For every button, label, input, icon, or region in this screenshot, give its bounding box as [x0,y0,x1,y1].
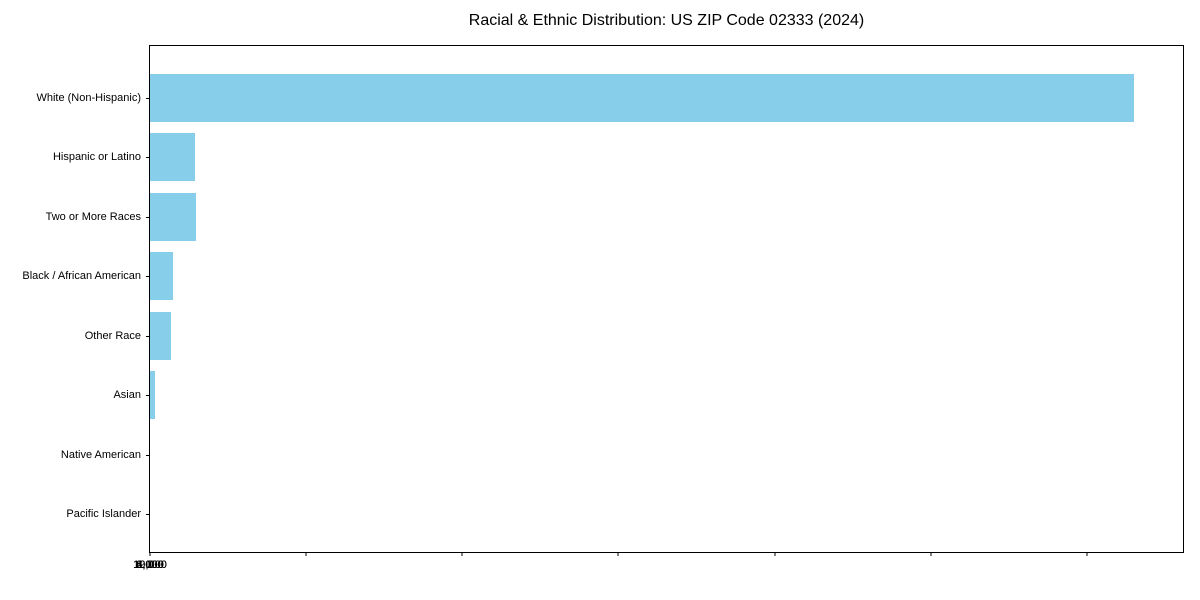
bar-row: Other Race [85,306,1183,366]
bar [150,133,195,182]
bar [150,311,172,360]
y-tick-mark [146,276,150,278]
y-tick-label: Native American [60,448,141,461]
y-tick-label: Hispanic or Latino [52,151,141,164]
y-tick-mark [146,454,150,456]
bar-row: Black / African American [22,247,1183,307]
y-tick-label: Black / African American [22,270,141,283]
x-tick-mark [617,552,619,556]
bar-row: Asian [113,366,1183,426]
x-tick-mark [305,552,307,556]
y-tick-label: Two or More Races [45,210,141,223]
x-tick-mark [930,552,932,556]
bar [150,73,1134,122]
bar [150,192,197,241]
x-tick-label: 8,000 [136,559,164,571]
y-tick-label: Other Race [84,329,141,342]
x-tick-label: 10,000 [133,559,167,571]
bar-row: Two or More Races [46,187,1183,247]
y-tick-label: Asian [113,389,141,402]
bar [150,371,156,420]
x-tick-label: 4,000 [136,559,164,571]
x-tick-label: 12,000 [133,559,167,571]
y-tick-label: White (Non-Hispanic) [36,91,141,104]
x-tick-label: 2,000 [136,559,164,571]
x-axis: 0 2,000 4,000 6,000 8,000 10,000 12,000 [133,552,1183,582]
y-tick-label: Pacific Islander [66,508,141,521]
y-tick-mark [146,514,150,516]
bar-row: Hispanic or Latino [53,128,1183,188]
x-tick-mark [774,552,776,556]
bar-row: White (Non-Hispanic) [36,68,1183,128]
x-tick-mark [1086,552,1088,556]
x-tick-mark [149,552,151,556]
bar [150,252,174,301]
y-tick-mark [146,97,150,99]
y-tick-mark [146,395,150,397]
bar-row: Native American [61,425,1183,485]
plot-area: White (Non-Hispanic) Hispanic or Latino Tw… [22,45,1184,571]
x-tick-mark [461,552,463,556]
x-tick-label: 6,000 [136,559,164,571]
x-tick-label: 0 [146,559,154,571]
y-tick-mark [146,157,150,159]
bar-rows-container: White (Non-Hispanic) Hispanic or Latino Tw… [22,46,1183,552]
y-tick-mark [146,216,150,218]
bar-row: Pacific Islander [66,485,1183,545]
y-tick-mark [146,335,150,337]
chart-title: Racial & Ethnic Distribution: US ZIP Cod… [468,12,865,29]
